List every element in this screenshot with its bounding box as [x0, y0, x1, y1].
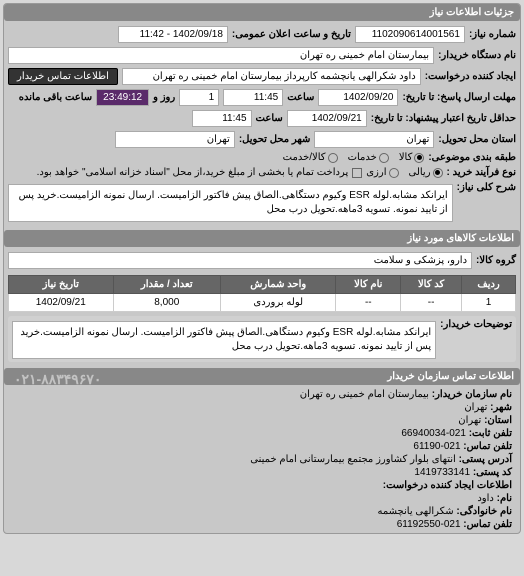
delivery-state-label: استان محل تحویل: — [438, 134, 516, 145]
partial-pay-checkbox[interactable] — [352, 168, 362, 178]
c-family: شکرالهی یانچشمه — [377, 506, 453, 517]
c-family-label: نام خانوادگی: — [456, 506, 512, 517]
col-name: نام کالا — [336, 276, 401, 294]
deadline-time-field: 11:45 — [223, 89, 283, 106]
delivery-state-field: تهران — [314, 131, 434, 148]
partial-pay-label: پرداخت تمام یا بخشی از مبلغ خرید،از محل … — [37, 167, 349, 178]
c-org: بیمارستان امام خمینی ره تهران — [300, 389, 429, 400]
c-post: 1419733141 — [414, 467, 470, 478]
details-panel: جزئیات اطلاعات نیاز شماره نیاز: 11020906… — [3, 3, 521, 534]
panel-header: جزئیات اطلاعات نیاز — [4, 4, 520, 21]
countdown-field: 23:49:12 — [96, 89, 149, 106]
validity-date-field: 1402/09/21 — [287, 110, 367, 127]
announce-field: 1402/09/18 - 11:42 — [118, 26, 228, 43]
c-cphone-label: تلفن تماس: — [463, 519, 512, 530]
c-name-label: نام: — [497, 493, 512, 504]
deadline-time-label: ساعت — [287, 92, 314, 103]
validity-time-field: 11:45 — [192, 110, 252, 127]
c-city-label: شهر: — [490, 402, 512, 413]
watermark: ۰۲۱-۸۸۳۴۹۶۷۰ — [14, 371, 101, 388]
general-desc-label: شرح کلی نیاز: — [457, 182, 516, 193]
radio-arz[interactable]: ارزی — [366, 167, 398, 178]
buyer-note-label: توضیحات خریدار: — [440, 319, 512, 330]
pack-label: طبقه بندی موضوعی: — [428, 152, 516, 163]
col-row: ردیف — [462, 276, 516, 294]
validity-time-label: ساعت — [256, 113, 283, 124]
days-label: روز و — [153, 92, 175, 103]
validity-label: حداقل تاریخ اعتبار پیشنهاد: تا تاریخ: — [371, 113, 516, 124]
creator-subheader: اطلاعات ایجاد کننده درخواست: — [8, 479, 516, 492]
announce-label: تاریخ و ساعت اعلان عمومی: — [232, 29, 351, 40]
goods-table: ردیف کد کالا نام کالا واحد شمارش تعداد /… — [8, 275, 516, 312]
c-phone-label: تلفن ثابت: — [469, 428, 512, 439]
c-state-label: استان: — [484, 415, 512, 426]
c-state: تهران — [458, 415, 481, 426]
c-addr-label: آدرس پستی: — [459, 454, 512, 465]
c-post-label: کد پستی: — [473, 467, 512, 478]
col-unit: واحد شمارش — [221, 276, 336, 294]
c-fax-label: تلفن تماس: — [463, 441, 512, 452]
req-number-label: شماره نیاز: — [469, 29, 516, 40]
creator-label: ایجاد کننده درخواست: — [425, 71, 516, 82]
c-addr: انتهای بلوار کشاورز مجتمع بیمارستانی اما… — [250, 454, 455, 465]
radio-riyal[interactable]: ریالی — [409, 167, 443, 178]
group-field: دارو، پزشکی و سلامت — [8, 252, 472, 269]
table-row: 1 -- -- لوله بروردی 8,000 1402/09/21 — [9, 294, 516, 312]
goods-header: اطلاعات کالاهای مورد نیاز — [4, 230, 520, 247]
c-phone: 021-66940034 — [401, 428, 466, 439]
col-code: کد کالا — [401, 276, 462, 294]
group-label: گروه کالا: — [476, 255, 516, 266]
delivery-city-label: شهر محل تحویل: — [239, 134, 311, 145]
pack-radio-group: کالا خدمات کالا/خدمت — [283, 152, 425, 163]
remain-label: ساعت باقی مانده — [19, 92, 92, 103]
contact-buyer-button[interactable]: اطلاعات تماس خریدار — [8, 68, 118, 85]
c-fax: 021-61190 — [413, 441, 460, 452]
radio-kala[interactable]: کالا — [399, 152, 425, 163]
radio-khadamat[interactable]: خدمات — [348, 152, 389, 163]
c-name: داود — [477, 493, 494, 504]
contact-header: اطلاعات تماس سازمان خریدار ۰۲۱-۸۸۳۴۹۶۷۰ — [4, 368, 520, 385]
deadline-date-field: 1402/09/20 — [318, 89, 398, 106]
c-cphone: 021-61192550 — [397, 519, 461, 530]
col-date: تاریخ نیاز — [9, 276, 114, 294]
req-number-field: 1102090614001561 — [355, 26, 465, 43]
buyer-org-field: بیمارستان امام خمینی ره تهران — [8, 47, 434, 64]
col-qty: تعداد / مقدار — [113, 276, 220, 294]
c-city: تهران — [464, 402, 487, 413]
days-remain-field: 1 — [179, 89, 219, 106]
deadline-label: مهلت ارسال پاسخ: تا تاریخ: — [402, 92, 516, 103]
radio-both[interactable]: کالا/خدمت — [283, 152, 338, 163]
buy-type-radio-group: ریالی ارزی — [366, 167, 442, 178]
creator-field: داود شکرالهی یانچشمه کارپرداز بیمارستان … — [122, 68, 421, 85]
c-org-label: نام سازمان خریدار: — [432, 389, 512, 400]
buy-type-label: نوع فرآیند خرید : — [447, 167, 516, 178]
buyer-org-label: نام دستگاه خریدار: — [438, 50, 516, 61]
delivery-city-field: تهران — [115, 131, 235, 148]
buyer-note-box: ایرانکد مشابه.لوله ESR وکیوم دستگاهی.الص… — [12, 321, 436, 359]
general-desc-box: ایرانکد مشابه.لوله ESR وکیوم دستگاهی.الص… — [8, 184, 453, 222]
